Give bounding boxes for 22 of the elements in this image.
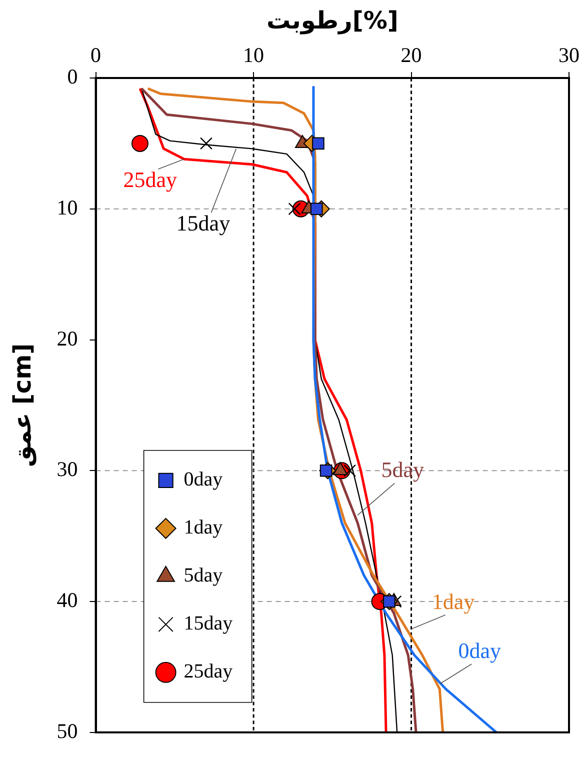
legend-label: 25day [184, 660, 233, 683]
x-tick-label: 30 [558, 42, 580, 67]
y-tick-label: 10 [56, 195, 78, 220]
x-tick-label: 20 [400, 42, 422, 67]
legend-label: 1day [184, 516, 223, 539]
annotation: 15day [176, 210, 230, 236]
y-tick-label: 50 [56, 718, 78, 743]
y-tick-label: 0 [67, 64, 78, 89]
annotation: 5day [381, 456, 424, 482]
legend-label: 15day [184, 612, 233, 635]
y-axis-title: عمق [cm] [8, 343, 37, 468]
legend-label: 5day [184, 564, 223, 587]
x-axis-title: رطوبت[%] [266, 6, 398, 35]
y-tick-label: 40 [56, 588, 78, 612]
annotation: 0day [458, 638, 502, 663]
legend-label: 0day [184, 468, 223, 491]
annotation: 25day [123, 166, 178, 192]
y-tick-label: 20 [56, 326, 78, 350]
annotation: 1day [432, 588, 475, 614]
x-tick-label: 10 [243, 42, 264, 67]
y-tick-label: 30 [56, 457, 78, 482]
x-tick-label: 0 [90, 42, 102, 67]
